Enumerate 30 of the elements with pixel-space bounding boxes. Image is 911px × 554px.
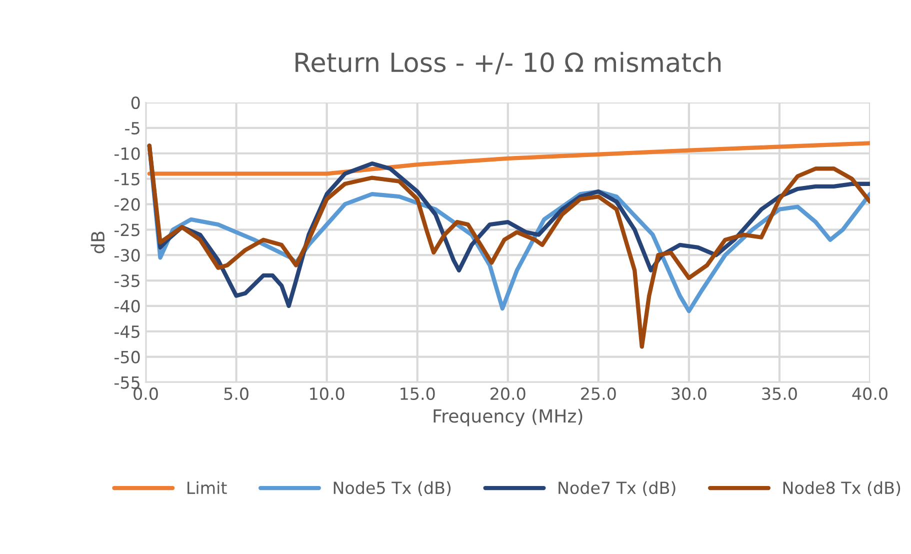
x-tick-label: 15.0	[400, 387, 435, 400]
x-tick-label: 40.0	[852, 387, 888, 400]
y-axis-title: dB	[90, 232, 105, 254]
x-tick-label: 35.0	[762, 387, 797, 400]
legend-label: Node7 Tx (dB)	[558, 481, 676, 496]
x-tick-label: 0.0	[134, 387, 158, 400]
y-tick-label: -40	[114, 300, 140, 313]
x-axis-title: Frequency (MHz)	[434, 408, 582, 426]
legend-label: Node5 Tx (dB)	[334, 481, 451, 496]
line-series	[147, 144, 870, 349]
y-tick-label: -35	[114, 274, 140, 288]
legend-label: Limit	[188, 481, 227, 494]
x-tick-label: 25.0	[581, 387, 616, 400]
y-tick-label: -50	[114, 350, 140, 364]
legend-label: Node8 Tx (dB)	[783, 481, 900, 496]
y-tick-label: -15	[114, 172, 140, 186]
y-tick-label: -20	[114, 198, 140, 211]
y-tick-label: -30	[114, 249, 140, 262]
line-series	[147, 141, 870, 176]
y-tick-label: -5	[125, 122, 140, 134]
y-tick-label: -45	[114, 326, 140, 338]
x-tick-label: 10.0	[310, 387, 344, 400]
y-tick-label: -10	[114, 147, 140, 160]
x-tick-label: 30.0	[672, 387, 706, 400]
x-tick-label: 5.0	[224, 387, 248, 400]
chart-title: Return Loss - +/- 10 Ω mismatch	[296, 52, 721, 74]
y-tick-label: -25	[114, 224, 140, 236]
y-tick-label: -55	[114, 376, 140, 389]
x-tick-label: 20.0	[490, 387, 526, 400]
y-tick-label: 0	[131, 96, 140, 110]
